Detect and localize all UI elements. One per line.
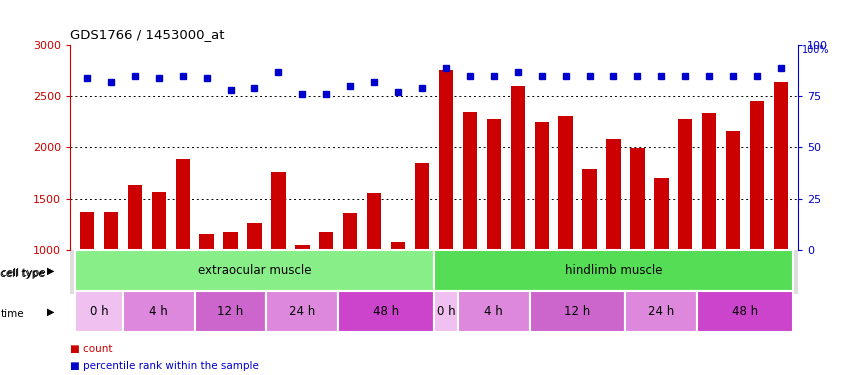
Bar — [338, 291, 434, 332]
Text: 48 h: 48 h — [732, 305, 758, 318]
Text: 4 h: 4 h — [484, 305, 503, 318]
Bar — [439, 70, 453, 250]
Bar — [487, 119, 501, 250]
Bar — [558, 116, 573, 250]
Bar — [678, 119, 693, 250]
Bar — [75, 250, 434, 291]
Bar — [582, 169, 597, 250]
Bar — [104, 212, 118, 250]
Bar — [630, 148, 645, 250]
Bar — [391, 242, 405, 250]
Text: hindlimb muscle: hindlimb muscle — [565, 264, 663, 277]
Text: cell type: cell type — [1, 268, 45, 278]
Bar — [266, 291, 338, 332]
Bar — [295, 245, 310, 250]
Text: 4 h: 4 h — [150, 305, 168, 318]
Bar — [152, 192, 166, 250]
Bar — [123, 291, 194, 332]
Bar — [626, 291, 698, 332]
Bar — [654, 178, 669, 250]
Bar — [367, 192, 381, 250]
Text: time: time — [1, 309, 25, 319]
Bar — [247, 223, 262, 250]
Text: 24 h: 24 h — [289, 305, 316, 318]
Bar — [415, 163, 429, 250]
Text: ■ count: ■ count — [70, 344, 113, 354]
Text: 48 h: 48 h — [373, 305, 399, 318]
Bar — [194, 291, 266, 332]
Bar — [726, 131, 740, 250]
Text: 0 h: 0 h — [437, 305, 455, 318]
Bar — [774, 82, 788, 250]
Bar — [698, 291, 793, 332]
Text: extraocular muscle: extraocular muscle — [198, 264, 312, 277]
Bar — [530, 291, 626, 332]
Text: 12 h: 12 h — [217, 305, 244, 318]
Bar — [319, 232, 334, 250]
Text: 0 h: 0 h — [90, 305, 108, 318]
Text: 24 h: 24 h — [648, 305, 675, 318]
Bar — [534, 122, 549, 250]
Bar — [343, 213, 358, 250]
Text: GDS1766 / 1453000_at: GDS1766 / 1453000_at — [70, 28, 224, 41]
Bar — [223, 232, 238, 250]
Bar — [199, 234, 214, 250]
Bar — [458, 291, 530, 332]
Text: cell type: cell type — [0, 268, 45, 279]
Bar — [434, 291, 458, 332]
Bar — [75, 291, 123, 332]
Bar — [128, 185, 142, 250]
Bar — [463, 112, 477, 250]
Bar — [750, 101, 764, 250]
Text: ▶: ▶ — [47, 266, 55, 275]
Bar — [702, 112, 716, 250]
Bar — [606, 139, 621, 250]
Text: ■ percentile rank within the sample: ■ percentile rank within the sample — [70, 361, 259, 370]
Bar — [510, 86, 525, 250]
Text: 12 h: 12 h — [564, 305, 591, 318]
Text: ▶: ▶ — [47, 306, 55, 316]
Bar — [434, 250, 793, 291]
Bar — [80, 212, 94, 250]
Bar — [175, 159, 190, 250]
Bar — [271, 172, 286, 250]
Text: 100%: 100% — [802, 45, 829, 55]
